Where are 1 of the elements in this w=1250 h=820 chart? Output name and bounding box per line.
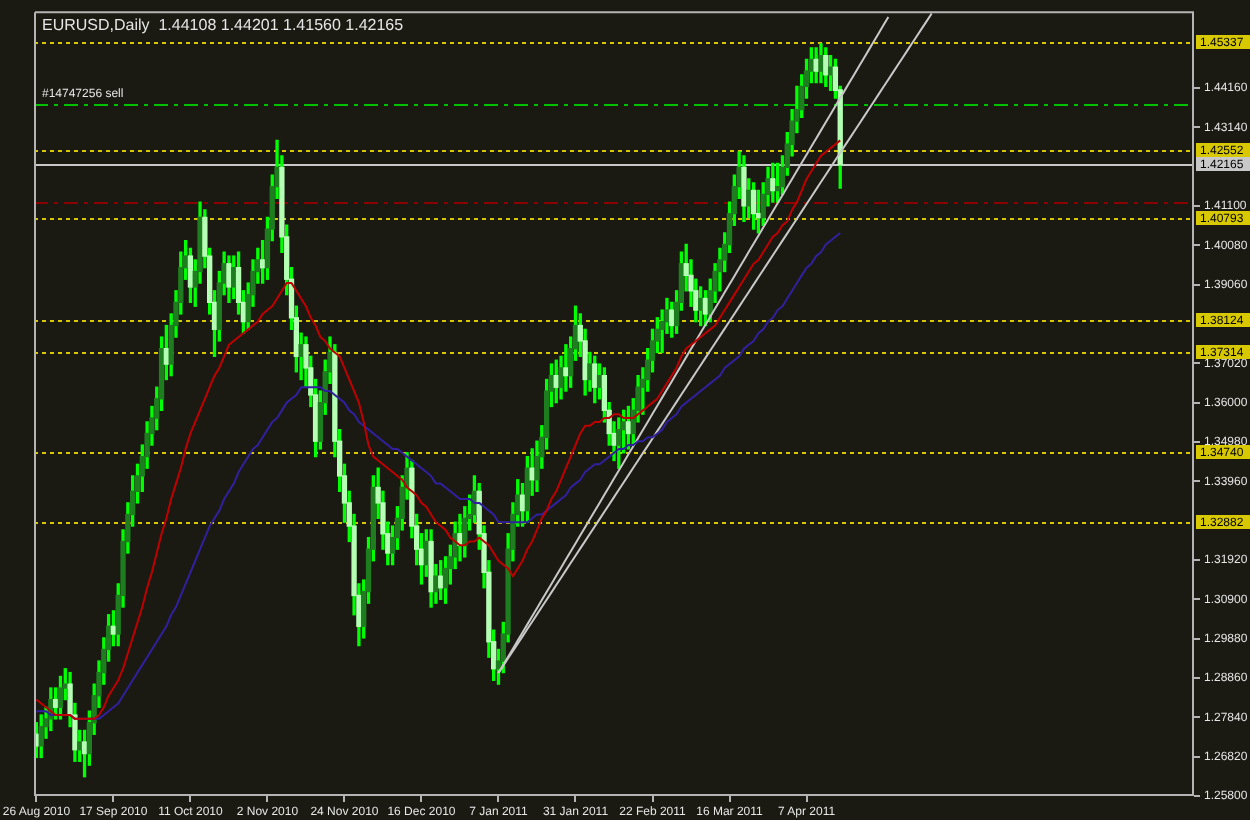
chart-title: EURUSD,Daily 1.44108 1.44201 1.41560 1.42165 [42,15,405,34]
